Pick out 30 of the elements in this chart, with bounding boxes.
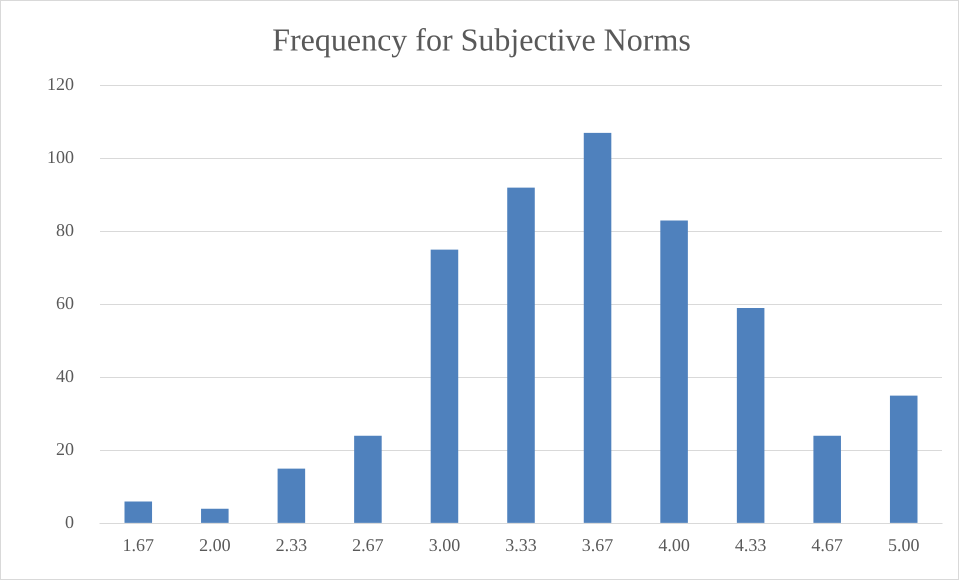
x-tick-label: 2.33	[276, 534, 308, 555]
bar	[201, 508, 229, 523]
y-tick-label: 0	[65, 512, 74, 532]
bar	[124, 502, 152, 523]
bar	[430, 250, 458, 523]
x-tick-label: 1.67	[122, 534, 154, 555]
bar	[278, 468, 306, 523]
y-tick-label: 80	[56, 220, 74, 240]
x-tick-label: 3.33	[505, 534, 537, 555]
x-tick-label: 4.67	[811, 534, 843, 555]
bar	[813, 436, 841, 523]
y-tick-label: 100	[47, 147, 74, 168]
bar	[890, 396, 918, 523]
y-tick-label: 60	[56, 293, 74, 314]
bar	[354, 436, 382, 523]
x-tick-label: 3.67	[582, 534, 614, 555]
chart-title: Frequency for Subjective Norms	[272, 22, 691, 58]
bar	[660, 220, 688, 523]
y-tick-label: 120	[47, 74, 74, 94]
bar	[736, 308, 764, 523]
y-tick-label: 40	[56, 366, 74, 386]
x-tick-label: 5.00	[888, 534, 920, 555]
x-tick-label: 4.33	[734, 534, 766, 555]
y-tick-label: 20	[56, 439, 74, 460]
x-tick-label: 2.00	[199, 534, 231, 555]
bar	[584, 132, 612, 523]
x-tick-label: 2.67	[352, 534, 384, 555]
bar	[507, 188, 535, 523]
x-tick-label: 4.00	[658, 534, 690, 555]
x-tick-label: 3.00	[428, 534, 460, 555]
